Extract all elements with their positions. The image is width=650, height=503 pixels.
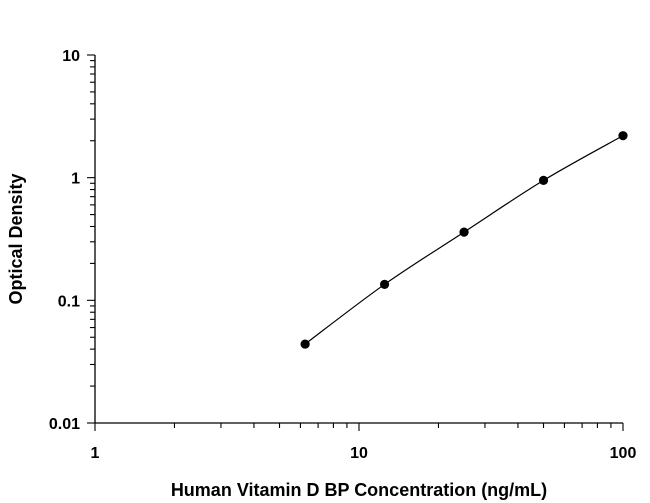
y-tick-label: 10 [62,48,80,65]
x-tick-label: 100 [610,445,637,462]
y-tick-label: 0.01 [49,416,80,433]
fit-curve [304,135,624,345]
data-points [300,131,628,349]
data-point [538,175,549,185]
axes [94,55,623,424]
x-axis-label: Human Vitamin D BP Concentration (ng/mL) [171,480,547,500]
x-tick-label: 1 [91,445,100,462]
y-tick-label: 0.1 [58,293,80,310]
data-point [618,131,628,141]
data-point [459,227,469,237]
y-tick-label: 1 [71,171,80,188]
tick-labels: 1 10 100 0.01 0.1 1 10 [49,48,637,462]
y-axis-label: Optical Density [6,173,26,304]
data-point [300,339,310,349]
data-point [379,279,390,289]
x-tick-label: 10 [350,445,368,462]
axis-ticks [87,54,624,431]
